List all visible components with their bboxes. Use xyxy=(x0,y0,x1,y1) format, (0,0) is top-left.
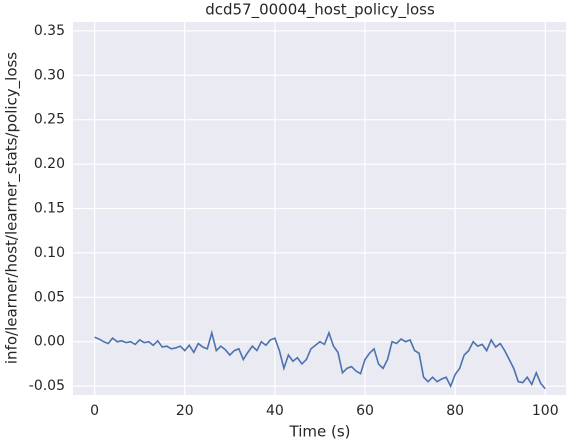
x-tick-label: 80 xyxy=(446,403,464,419)
x-axis-label: Time (s) xyxy=(289,423,351,441)
x-tick-label: 0 xyxy=(90,403,99,419)
y-tick-label: 0.25 xyxy=(34,112,65,128)
chart-title: dcd57_00004_host_policy_loss xyxy=(205,1,435,20)
y-tick-label: 0.15 xyxy=(34,201,65,217)
y-tick-label: 0.35 xyxy=(34,23,65,39)
x-tick-label: 60 xyxy=(356,403,374,419)
y-tick-label: 0.05 xyxy=(34,289,65,305)
x-tick-label: 40 xyxy=(266,403,284,419)
line xyxy=(94,329,546,390)
y-tick-label: -0.05 xyxy=(29,378,65,394)
y-tick-label: 0.30 xyxy=(34,67,65,83)
x-tick-label: 20 xyxy=(176,403,194,419)
y-axis-label: info/learner/host/learner_stats/policy_l… xyxy=(3,52,22,364)
y-tick-label: 0.20 xyxy=(34,156,65,172)
x-tick-label: 100 xyxy=(532,403,559,419)
y-tick-label: 0.10 xyxy=(34,245,65,261)
y-tick-label: 0.00 xyxy=(34,334,65,350)
